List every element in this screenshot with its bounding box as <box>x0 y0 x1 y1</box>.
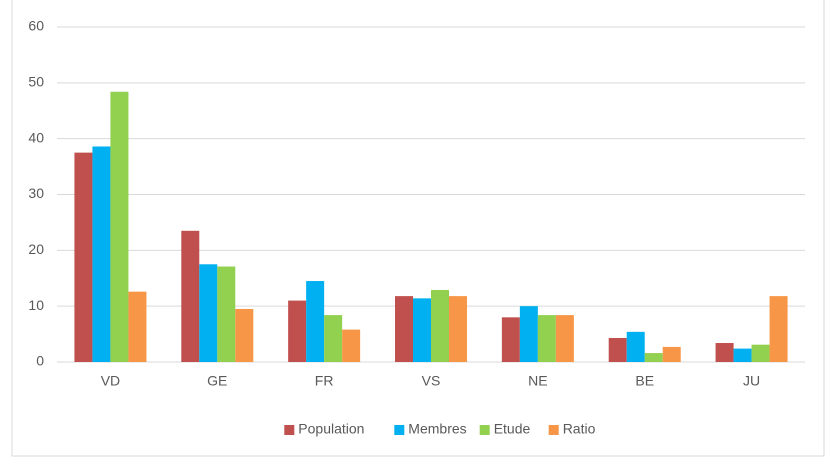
bar <box>395 296 413 362</box>
bar <box>537 315 556 362</box>
bar <box>662 346 681 362</box>
legend-label: Population <box>298 421 364 437</box>
legend-label: Ratio <box>563 421 596 437</box>
legend-label: Etude <box>494 421 531 437</box>
y-tick-label: 20 <box>28 241 44 257</box>
y-tick-label: 10 <box>28 297 44 313</box>
bar <box>519 306 538 362</box>
y-tick-label: 40 <box>28 129 44 145</box>
y-tick-label: 50 <box>28 74 44 90</box>
y-tick-label: 60 <box>28 18 44 34</box>
x-tick-label: FR <box>315 373 334 389</box>
x-tick-label: JU <box>743 373 760 389</box>
bar <box>431 289 449 362</box>
legend-swatch <box>394 425 405 435</box>
bar <box>644 353 663 362</box>
x-tick-label: GE <box>207 373 227 389</box>
bar <box>324 315 343 362</box>
legend-label: Membres <box>408 421 466 437</box>
bar <box>769 296 788 362</box>
legend-swatch <box>548 425 559 435</box>
bar <box>128 291 147 362</box>
bar <box>449 296 467 362</box>
bar <box>501 317 520 362</box>
x-tick-label: BE <box>635 373 654 389</box>
x-tick-label: VS <box>422 373 441 389</box>
bar <box>92 146 111 362</box>
bar <box>235 308 254 362</box>
y-tick-label: 30 <box>28 185 44 201</box>
x-tick-label: VD <box>101 373 120 389</box>
y-tick-label: 0 <box>36 353 44 369</box>
bar <box>715 343 734 362</box>
bar <box>217 266 236 362</box>
bar <box>342 329 361 362</box>
bar <box>74 152 93 362</box>
bar <box>110 91 129 363</box>
bar <box>306 281 325 362</box>
bar <box>626 331 645 362</box>
bar <box>413 298 431 362</box>
bar <box>733 348 752 362</box>
bar <box>555 315 574 362</box>
chart-frame <box>11 0 825 457</box>
x-tick-label: NE <box>528 373 547 389</box>
bar <box>608 337 627 362</box>
bar <box>288 300 307 362</box>
bar <box>181 230 200 362</box>
bar <box>751 344 770 362</box>
legend-swatch <box>284 425 295 435</box>
bar <box>199 264 218 362</box>
legend-swatch <box>479 425 490 435</box>
